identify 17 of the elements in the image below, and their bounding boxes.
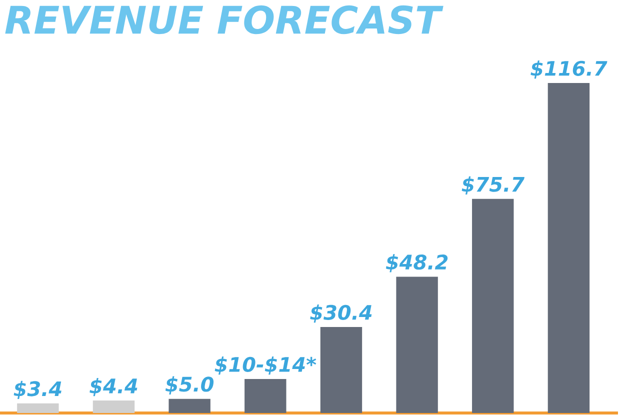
data-label: $75.7 — [462, 176, 524, 195]
data-label: $30.4 — [310, 304, 372, 323]
bar — [472, 198, 514, 413]
data-label: $4.4 — [90, 378, 138, 396]
bar — [244, 379, 286, 413]
chart-title: REVENUE FORECAST — [5, 5, 444, 34]
data-label: $5.0 — [165, 376, 214, 394]
bar — [396, 276, 438, 413]
data-label: $3.4 — [14, 380, 62, 399]
bar — [92, 400, 135, 413]
bar — [168, 398, 210, 413]
bar — [17, 403, 59, 413]
data-label: $10-$14* — [214, 356, 316, 375]
data-label: $116.7 — [530, 60, 608, 79]
bar — [320, 327, 362, 413]
bar — [548, 82, 590, 413]
data-label: $48.2 — [386, 254, 448, 272]
